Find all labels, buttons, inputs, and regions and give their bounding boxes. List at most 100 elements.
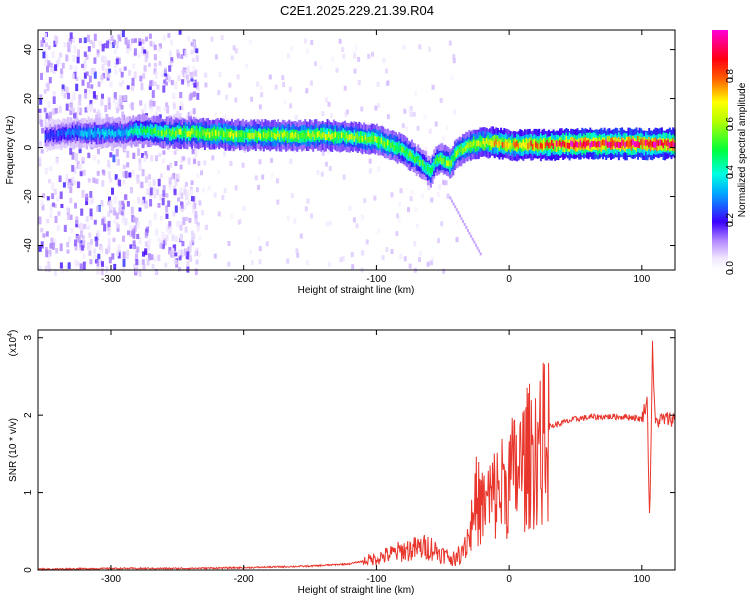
spectrogram-cell: [172, 92, 176, 100]
spectrogram-cell: [189, 186, 193, 191]
spectrogram-cell: [181, 240, 185, 247]
spectrogram-cell: [200, 170, 203, 176]
spectrogram-cell: [439, 98, 443, 103]
spectrogram-cell: [80, 208, 84, 216]
spectrogram-cell: [73, 239, 77, 247]
spectrogram-cell: [416, 125, 420, 131]
spectrogram-ridge-cell: [659, 139, 662, 146]
spectrogram-ridge-cell: [237, 131, 240, 138]
spectrogram-cell: [40, 120, 44, 128]
spectrogram-cell: [132, 216, 136, 223]
spectrogram-cell: [165, 205, 169, 213]
spectrogram-cell: [122, 171, 126, 178]
spectrogram-cell: [127, 39, 130, 48]
spectrogram-cell: [94, 94, 98, 100]
spectrogram-cell: [96, 53, 100, 58]
spectrogram-cell: [415, 223, 419, 229]
spectrogram-cell: [341, 47, 345, 52]
spectrogram-cell: [454, 205, 457, 209]
spectrogram-cell: [109, 178, 113, 183]
spectrogram-ridge-cell: [318, 130, 321, 137]
spectrogram-cell: [176, 220, 180, 228]
spectrogram-cell: [111, 187, 114, 195]
x-tick-label: -200: [234, 574, 254, 585]
spectrogram-cell: [462, 220, 465, 223]
spectrogram-cell: [150, 254, 154, 260]
spectrogram-cell: [134, 254, 138, 261]
spectrogram-cell: [81, 245, 85, 251]
spectrogram-cell: [95, 239, 99, 247]
snr-panel: -300 -200 -100 0 100 0 1 2 3 Height of straight…: [7, 329, 676, 596]
spectrogram-cell: [194, 216, 198, 224]
spectrogram-cell: [409, 111, 413, 117]
spectrogram-cell: [195, 48, 199, 54]
spectrogram-ridge-cell: [509, 140, 512, 147]
spectrogram-cell: [171, 250, 175, 258]
spectrogram-cell: [162, 150, 166, 155]
spectrogram-ridge-cell: [455, 151, 458, 157]
spectrogram-cell: [79, 222, 83, 230]
spectrogram-ridge-cell: [547, 142, 550, 149]
spectrogram-ridge-cell: [332, 133, 335, 140]
spectrogram-ridge-cell: [138, 128, 141, 135]
spectrogram-cell: [174, 235, 178, 242]
spectrogram-ridge-cell: [173, 131, 176, 138]
spectrogram-cell: [162, 35, 166, 41]
spectrogram-cell: [234, 185, 238, 191]
snr-x-axis-label: Height of straight line (km): [298, 585, 415, 596]
spectrogram-ridge-cell: [457, 149, 460, 156]
spectrogram-cell: [65, 173, 69, 180]
spectrogram-cell: [148, 85, 152, 90]
spectrogram-cell: [327, 262, 331, 267]
spectrogram-ridge-cell: [495, 138, 498, 145]
spectrogram-ridge-cell: [482, 138, 485, 144]
spectrogram-ridge-cell: [133, 127, 136, 134]
spectrogram-ridge-cell: [54, 133, 57, 140]
spectrogram-cell: [377, 166, 381, 172]
spectrogram-cell: [122, 251, 126, 259]
spectrogram-ridge-cell: [438, 157, 440, 164]
spectrogram-cell: [275, 178, 279, 184]
spectrogram-cell: [144, 231, 148, 239]
spectrogram-ridge-cell: [586, 140, 589, 147]
spectrogram-cell: [258, 104, 262, 110]
spectrogram-cell: [69, 186, 73, 194]
spectrogram-cell: [56, 196, 60, 202]
spectrogram-cell: [141, 153, 144, 158]
spectrogram-cell: [289, 158, 293, 164]
spectrogram-cell: [132, 63, 136, 69]
spectrogram-cell: [148, 174, 151, 180]
spectrogram-ridge-cell: [508, 142, 511, 149]
spectrogram-cell: [183, 204, 187, 210]
spectrogram-cell: [172, 173, 176, 180]
spectrogram-cell: [186, 251, 190, 260]
spectrogram-cell: [230, 55, 234, 61]
spectrogram-cell: [59, 191, 63, 200]
spectrogram-ridge-cell: [145, 129, 147, 135]
spectrogram-cell: [179, 100, 183, 106]
spectrogram-cell: [40, 40, 44, 47]
spectrogram-ridge-cell: [170, 130, 173, 137]
spectrogram-cell: [108, 171, 111, 179]
spectrogram-cell: [138, 162, 142, 170]
spectrogram-ridge-cell: [44, 134, 47, 140]
spectrogram-cell: [44, 60, 48, 66]
spectrogram-cell: [78, 163, 82, 169]
spectrogram-ridge-cell: [60, 129, 63, 136]
spectrogram-ridge-cell: [125, 128, 128, 135]
spectrogram-ridge-cell: [278, 133, 281, 140]
spectrogram-cell: [107, 237, 111, 246]
spectrogram-ridge-cell: [329, 134, 332, 141]
spectrogram-ridge-cell: [103, 131, 106, 138]
spectrogram-cell: [63, 42, 67, 48]
spectrogram-cell: [47, 179, 51, 184]
spectrogram-cell: [187, 112, 191, 119]
spectrogram-ridge-cell: [180, 128, 182, 135]
spectrogram-ridge-cell: [573, 142, 576, 149]
spectrogram-cell: [88, 244, 92, 250]
spectrogram-ridge-cell: [259, 133, 262, 140]
spectrogram-cell: [177, 75, 181, 81]
spectrogram-cell: [125, 252, 129, 260]
spectrogram-cell: [131, 228, 135, 237]
spectrogram-cell: [47, 261, 51, 268]
